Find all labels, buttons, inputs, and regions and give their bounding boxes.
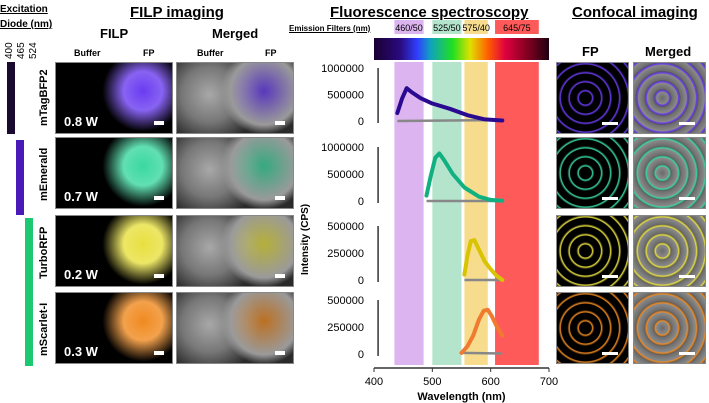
confocal-fp-image <box>556 292 629 364</box>
filp-image: 0.7 W <box>55 137 173 209</box>
y-tick-label: 250000 <box>327 322 364 334</box>
diode-label: 524 <box>28 42 39 59</box>
filter-label: 525/50 <box>433 23 461 33</box>
x-axis-label: Wavelength (nm) <box>417 391 506 403</box>
laser-power: 0.8 W <box>64 114 98 129</box>
scale-bar <box>679 352 695 355</box>
confocal-merged-image <box>633 292 706 364</box>
filp-image: 0.3 W <box>55 292 173 364</box>
scale-bar <box>275 196 285 200</box>
fp-emission-curve <box>459 307 505 355</box>
filp-image: 0.2 W <box>55 215 173 287</box>
merged-image <box>176 137 294 209</box>
y-tick-label: 1000000 <box>321 63 364 75</box>
y-tick-label: 0 <box>358 275 364 287</box>
scale-bar <box>602 122 618 125</box>
scale-bar <box>679 275 695 278</box>
confocal-fp-image <box>556 137 629 209</box>
chart-title: Fluorescence spectroscopy <box>330 4 529 21</box>
x-tick-label: 500 <box>423 376 441 388</box>
confocal-col-label: FP <box>582 44 599 59</box>
filp-title: FILP imaging <box>130 4 224 21</box>
col-label: Buffer <box>74 48 101 58</box>
y-tick-label: 0 <box>358 196 364 208</box>
scale-bar <box>679 197 695 200</box>
scale-bar <box>602 352 618 355</box>
y-tick-label: 500000 <box>327 295 364 307</box>
diode-bar-400 <box>7 62 15 134</box>
y-tick-label: 1000000 <box>321 142 364 154</box>
diode-label: 465 <box>16 42 27 59</box>
diode-label: 400 <box>4 42 15 59</box>
filter-label: 460/50 <box>395 23 423 33</box>
scale-bar <box>275 121 285 125</box>
y-tick-label: 500000 <box>327 169 364 181</box>
confocal-col-label: Merged <box>645 44 692 59</box>
scale-bar <box>275 351 285 355</box>
col-label: Buffer <box>197 48 224 58</box>
y-tick-label: 0 <box>358 116 364 128</box>
fp-row-label: mEmerald <box>38 147 50 201</box>
x-tick-label: 400 <box>365 376 383 388</box>
spectroscopy-chart: 460/50 525/50 575/40 645/751000000500000010… <box>321 20 558 403</box>
filters-label: Emission Filters (nm) <box>289 24 371 33</box>
fp-row-label: TurboRFP <box>38 226 50 279</box>
spectrum-colorbar <box>374 38 549 60</box>
filter-label: 645/75 <box>503 23 531 33</box>
y-tick-label: 0 <box>358 349 364 361</box>
y-tick-label: 500000 <box>327 221 364 233</box>
laser-power: 0.2 W <box>64 267 98 282</box>
scale-bar <box>602 197 618 200</box>
confocal-merged-image <box>633 137 706 209</box>
confocal-merged-image <box>633 215 706 287</box>
y-axis-label: Intensity (CPS) <box>300 203 311 275</box>
merged-image <box>176 215 294 287</box>
buffer-curve <box>461 351 503 355</box>
confocal-fp-image <box>556 62 629 134</box>
laser-power: 0.7 W <box>64 189 98 204</box>
fp-emission-curve <box>395 86 505 123</box>
scale-bar <box>154 121 164 125</box>
laser-power: 0.3 W <box>64 344 98 359</box>
filp-image: 0.8 W <box>55 62 173 134</box>
fp-emission-curve <box>424 151 505 203</box>
filter-label-bg <box>464 20 488 34</box>
diode-bar-465 <box>16 140 24 215</box>
col-label: FP <box>265 48 277 58</box>
diode-bar-524 <box>25 218 33 366</box>
y-tick-label: 250000 <box>327 248 364 260</box>
scale-bar <box>679 122 695 125</box>
col-label: FP <box>143 48 155 58</box>
filter-label-bg <box>432 20 462 34</box>
y-tick-label: 500000 <box>327 90 364 102</box>
confocal-fp-image <box>556 215 629 287</box>
scale-bar <box>275 274 285 278</box>
filp-group-label: FILP <box>100 26 129 41</box>
fp-row-label: mTagBFP2 <box>38 69 50 126</box>
x-tick-label: 600 <box>481 376 499 388</box>
scale-bar <box>602 275 618 278</box>
merged-group-label: Merged <box>212 26 259 41</box>
scale-bar <box>154 274 164 278</box>
merged-image <box>176 292 294 364</box>
scale-bar <box>154 351 164 355</box>
fp-emission-curve <box>462 238 505 282</box>
filter-label: 575/40 <box>462 23 490 33</box>
filter-band <box>495 62 539 365</box>
filter-label-bg <box>394 20 424 34</box>
filter-band <box>464 62 488 365</box>
confocal-title: Confocal imaging <box>572 4 698 21</box>
diode-title: Excitation Diode (nm) <box>0 4 53 30</box>
fp-row-label: mScarlet-I <box>38 302 50 356</box>
merged-image <box>176 62 294 134</box>
x-tick-label: 700 <box>540 376 558 388</box>
scale-bar <box>154 196 164 200</box>
confocal-merged-image <box>633 62 706 134</box>
filter-label-bg <box>495 20 539 34</box>
